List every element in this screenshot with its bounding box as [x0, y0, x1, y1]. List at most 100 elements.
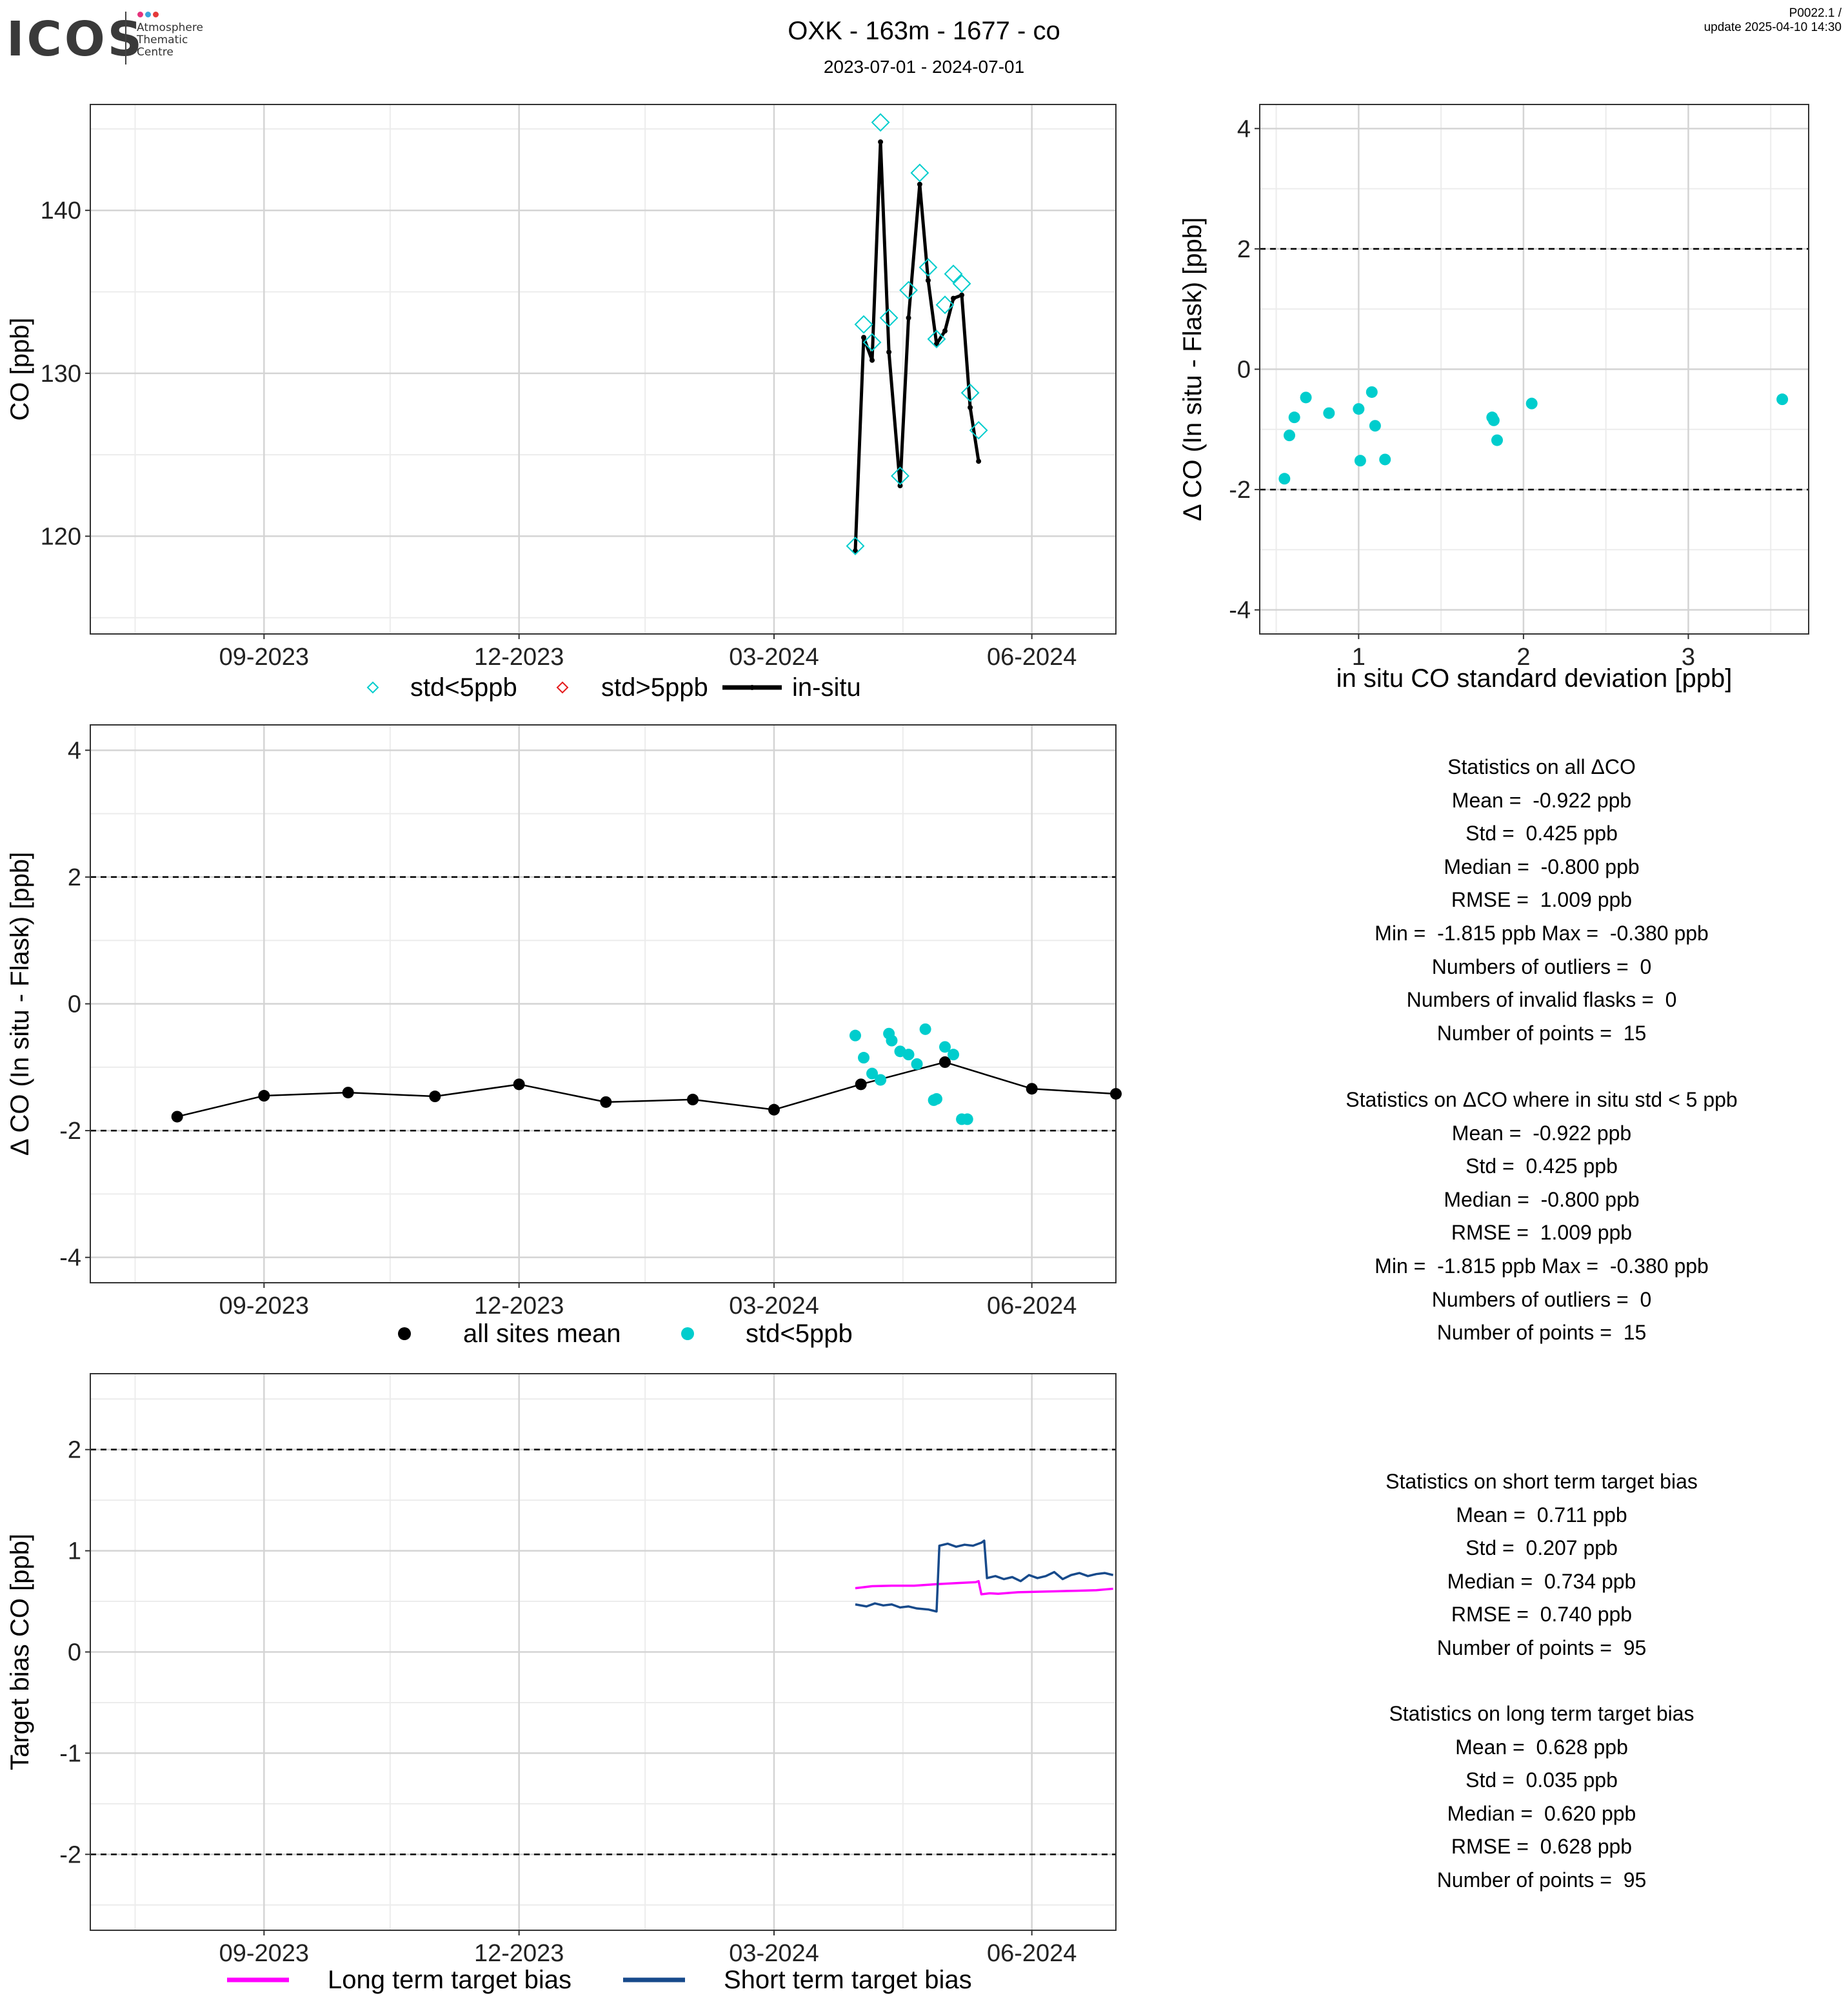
delta-std-lt5-point [911, 1058, 923, 1070]
delta-std-lt5-point [939, 1041, 951, 1053]
flask-std-lt5-marker [871, 113, 890, 132]
legend-std-lt5-marker [681, 1327, 694, 1340]
y-tick-label: 1 [68, 1538, 81, 1565]
series-short-term-bias-line [855, 1539, 1114, 1613]
chart-std_scatter: -4 -2 0 2 4 1 2 3 Δ CO (In situ - Flask) [ppb] in… [1178, 104, 1809, 693]
y-tick-label: -1 [59, 1740, 81, 1767]
in-situ-point [942, 328, 948, 334]
stats-title: Statistics on all ΔCO [1447, 755, 1636, 778]
y-tick-label: 0 [1237, 357, 1251, 384]
in-situ-point [933, 341, 939, 347]
flask-std-lt5-marker [910, 163, 929, 183]
stats-title: Statistics on long term target bias [1389, 1702, 1694, 1725]
y-tick-label: 4 [68, 737, 81, 764]
series-in-situ-line [853, 140, 980, 551]
scatter-point [1284, 430, 1295, 442]
in-situ-point [869, 357, 875, 363]
stats-line: Number of points = 95 [1436, 1868, 1647, 1892]
all-sites-mean-point [429, 1091, 441, 1103]
all-sites-mean-point [1026, 1083, 1038, 1095]
delta-std-lt5-point [866, 1067, 879, 1080]
in-situ-point [951, 295, 957, 301]
x-tick-label: 09-2023 [219, 1292, 309, 1320]
y-tick-label: -2 [59, 1841, 81, 1868]
y-tick-label: 4 [1237, 115, 1251, 143]
x-axis-label: in situ CO standard deviation [ppb] [1336, 664, 1733, 693]
legend-label: std<5ppb [746, 1320, 853, 1348]
x-tick-label: 1 [1352, 644, 1366, 671]
stats-short-term: Statistics on short term target bias Mea… [1271, 1465, 1813, 1665]
logo-dot-icon [145, 12, 151, 17]
flask-std-lt5-marker [960, 383, 980, 402]
stats-line: Mean = 0.711 ppb [1456, 1503, 1627, 1527]
delta-std-lt5-point [948, 1049, 960, 1061]
scatter-point [1353, 403, 1365, 415]
stats-line: Median = -0.800 ppb [1444, 1187, 1640, 1211]
stats-line: Std = 0.425 ppb [1465, 822, 1618, 845]
stats-line: Median = 0.734 ppb [1447, 1569, 1636, 1593]
flask-std-lt5-marker [969, 420, 988, 440]
version-info: P0022.1 / update 2025-04-10 14:30 [1704, 6, 1842, 35]
legend-label: in-situ [792, 673, 861, 702]
delta-std-lt5-point [875, 1074, 887, 1086]
x-tick-label: 06-2024 [987, 1940, 1077, 1967]
in-situ-point [959, 292, 965, 298]
flask-std-lt5-marker [862, 333, 882, 352]
scatter-point [1776, 393, 1789, 406]
in-situ-point [976, 459, 982, 464]
delta-std-lt5-point [886, 1034, 898, 1047]
legend-label: std>5ppb [601, 673, 708, 702]
flask-std-lt5-marker [919, 258, 938, 277]
stats-line: Numbers of outliers = 0 [1431, 954, 1652, 978]
x-tick-label: 09-2023 [219, 1940, 309, 1967]
in-situ-point [852, 548, 858, 554]
all-sites-mean-point [855, 1078, 867, 1091]
stats-line: RMSE = 0.740 ppb [1451, 1603, 1633, 1626]
x-tick-label: 03-2024 [729, 1292, 819, 1320]
y-axis-label: Δ CO (In situ - Flask) [ppb] [1178, 217, 1207, 521]
stats-long-term: Statistics on long term target bias Mean… [1271, 1697, 1813, 1897]
x-tick-label: 03-2024 [729, 644, 819, 671]
legend-label: std<5ppb [410, 673, 517, 702]
stats-title: Statistics on short term target bias [1386, 1470, 1698, 1493]
scatter-point [1288, 411, 1300, 424]
series-long-term-bias-line [855, 1579, 1113, 1596]
logo-sub-line: Atmosphere [137, 21, 203, 34]
all-sites-mean-point [1110, 1088, 1122, 1100]
stats-all-delta: Statistics on all ΔCO Mean = -0.922 ppb … [1271, 751, 1813, 1050]
stats-std-lt5: Statistics on ΔCO where in situ std < 5 … [1271, 1083, 1813, 1350]
stats-line: Std = 0.207 ppb [1465, 1536, 1618, 1560]
in-situ-point [968, 404, 973, 410]
in-situ-point [906, 315, 911, 321]
chart-delta_timeseries: -4 -2 0 2 4 09-2023 12-2023 03-2024 06-2024 Δ CO … [6, 724, 1122, 1348]
delta-std-lt5-point [858, 1052, 870, 1064]
flask-std-lt5-marker [927, 330, 946, 349]
legend-std-gt5-marker [556, 681, 569, 694]
all-sites-mean-point [171, 1111, 183, 1123]
y-tick-label: -2 [1229, 477, 1251, 504]
legend-label: Short term target bias [724, 1966, 972, 1994]
in-situ-point [897, 483, 903, 489]
delta-std-lt5-point [902, 1049, 915, 1061]
scatter-point [1323, 407, 1335, 419]
plot-frame [90, 104, 1117, 635]
in-situ-point [886, 349, 892, 355]
scatter-point [1354, 455, 1366, 467]
all-sites-mean-point [687, 1093, 699, 1105]
scatter-point [1379, 453, 1391, 466]
x-tick-label: 12-2023 [474, 1940, 564, 1967]
logo-dot-icon [153, 12, 159, 17]
y-tick-label: 130 [41, 361, 81, 388]
x-tick-label: 06-2024 [987, 1292, 1077, 1320]
all-sites-mean-point [513, 1078, 525, 1091]
in-situ-point [917, 181, 922, 187]
y-tick-label: -4 [1229, 597, 1251, 624]
logo-subtitle: Atmosphere Thematic Centre [137, 22, 203, 59]
all-sites-mean-point [258, 1090, 270, 1102]
stats-line: Min = -1.815 ppb Max = -0.380 ppb [1375, 921, 1709, 945]
flask-std-lt5-marker [846, 537, 865, 556]
in-situ-point [861, 335, 867, 341]
y-tick-label: 2 [68, 1437, 81, 1464]
stats-line: Median = 0.620 ppb [1447, 1801, 1636, 1825]
